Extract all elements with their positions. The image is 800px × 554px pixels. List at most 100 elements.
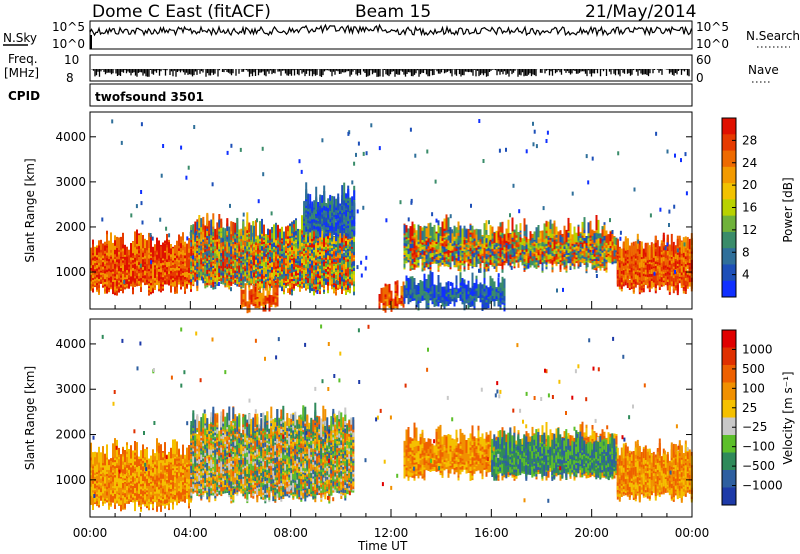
power-echo — [489, 225, 492, 240]
power-echo — [244, 271, 247, 277]
power-echo — [156, 264, 158, 273]
power-echo — [313, 270, 315, 275]
power-echo — [287, 225, 289, 232]
power-echo — [234, 222, 237, 233]
power-echo — [445, 234, 448, 245]
power-echo — [325, 210, 328, 216]
power-echo — [595, 215, 598, 231]
power-echo — [479, 236, 482, 242]
power-echo — [287, 271, 289, 277]
power-echo — [493, 233, 496, 243]
power-echo — [144, 238, 146, 248]
power-echo — [656, 246, 659, 255]
power-echo — [417, 224, 420, 238]
power-echo — [353, 227, 356, 235]
power-echo — [591, 236, 594, 241]
station-title: Dome C East (fitACF) — [92, 2, 271, 22]
power-echo — [523, 252, 526, 259]
power-echo — [267, 264, 269, 270]
power-echo — [287, 269, 289, 274]
power-echo — [274, 298, 277, 303]
power-echo — [190, 249, 193, 256]
power-echo — [475, 259, 478, 268]
power-echo — [523, 236, 526, 242]
power-echo — [415, 235, 418, 242]
power-echo — [648, 245, 651, 258]
power-echo — [112, 261, 114, 270]
power-echo — [210, 219, 213, 236]
power-echo — [465, 230, 468, 239]
power-echo — [267, 228, 269, 235]
power-echo — [577, 260, 580, 265]
power-echo — [535, 231, 538, 241]
power-echo — [295, 244, 297, 255]
power-echo — [92, 244, 94, 253]
power-echo — [174, 279, 176, 287]
power-echo — [319, 203, 322, 217]
power-echo — [158, 256, 160, 262]
power-echo — [261, 244, 263, 251]
power-echo — [447, 217, 450, 230]
power-echo — [509, 233, 512, 245]
power-echo — [353, 279, 355, 285]
power-echo — [620, 275, 623, 281]
power-echo — [640, 246, 643, 256]
power-echo — [222, 240, 225, 247]
power-echo — [660, 261, 663, 268]
power-echo — [481, 236, 484, 244]
power-echo — [489, 255, 492, 260]
power-echo — [597, 219, 600, 234]
power-echo — [311, 224, 313, 239]
power-echo — [489, 260, 492, 265]
power-echo — [262, 302, 265, 308]
power-echo — [561, 242, 564, 251]
power-echo — [353, 190, 356, 200]
power-echo — [216, 243, 219, 250]
power-echo — [226, 223, 229, 232]
power-echo — [271, 279, 273, 286]
power-echo — [481, 254, 484, 261]
power-echo — [200, 255, 203, 265]
power-echo — [670, 276, 673, 282]
power-echo — [529, 262, 532, 268]
power-echo — [128, 255, 130, 263]
power-echo — [567, 231, 570, 238]
power-echo — [90, 254, 92, 264]
power-echo — [186, 267, 188, 272]
power-echo — [409, 226, 412, 240]
power-echo — [118, 251, 120, 260]
power-echo — [487, 235, 490, 244]
power-echo — [323, 274, 325, 279]
power-echo — [565, 229, 568, 243]
power-echo — [315, 233, 318, 239]
power-echo — [303, 206, 306, 212]
power-echo — [483, 262, 486, 268]
power-echo — [319, 253, 321, 259]
power-echo — [281, 226, 283, 239]
power-echo — [252, 285, 255, 294]
power-echo — [403, 258, 406, 263]
power-echo — [236, 277, 239, 285]
power-echo — [178, 269, 180, 278]
power-echo — [583, 232, 586, 238]
power-echo — [626, 261, 629, 266]
power-echo — [166, 278, 168, 283]
power-echo — [126, 277, 128, 282]
power-echo — [421, 230, 424, 240]
freq-strip-frame — [89, 54, 693, 82]
power-echo — [407, 254, 410, 259]
power-echo — [323, 280, 325, 286]
power-echo — [513, 233, 516, 239]
power-echo — [333, 225, 336, 233]
cpid-value: twofsound 3501 — [95, 90, 204, 104]
power-echo — [529, 259, 532, 265]
power-echo — [419, 254, 422, 259]
power-echo — [291, 270, 293, 277]
power-echo — [415, 245, 418, 251]
power-echo — [305, 182, 308, 198]
power-echo — [240, 301, 243, 309]
power-echo — [353, 199, 356, 206]
power-echo — [277, 225, 279, 238]
power-echo — [130, 270, 132, 284]
power-echo — [525, 224, 528, 237]
